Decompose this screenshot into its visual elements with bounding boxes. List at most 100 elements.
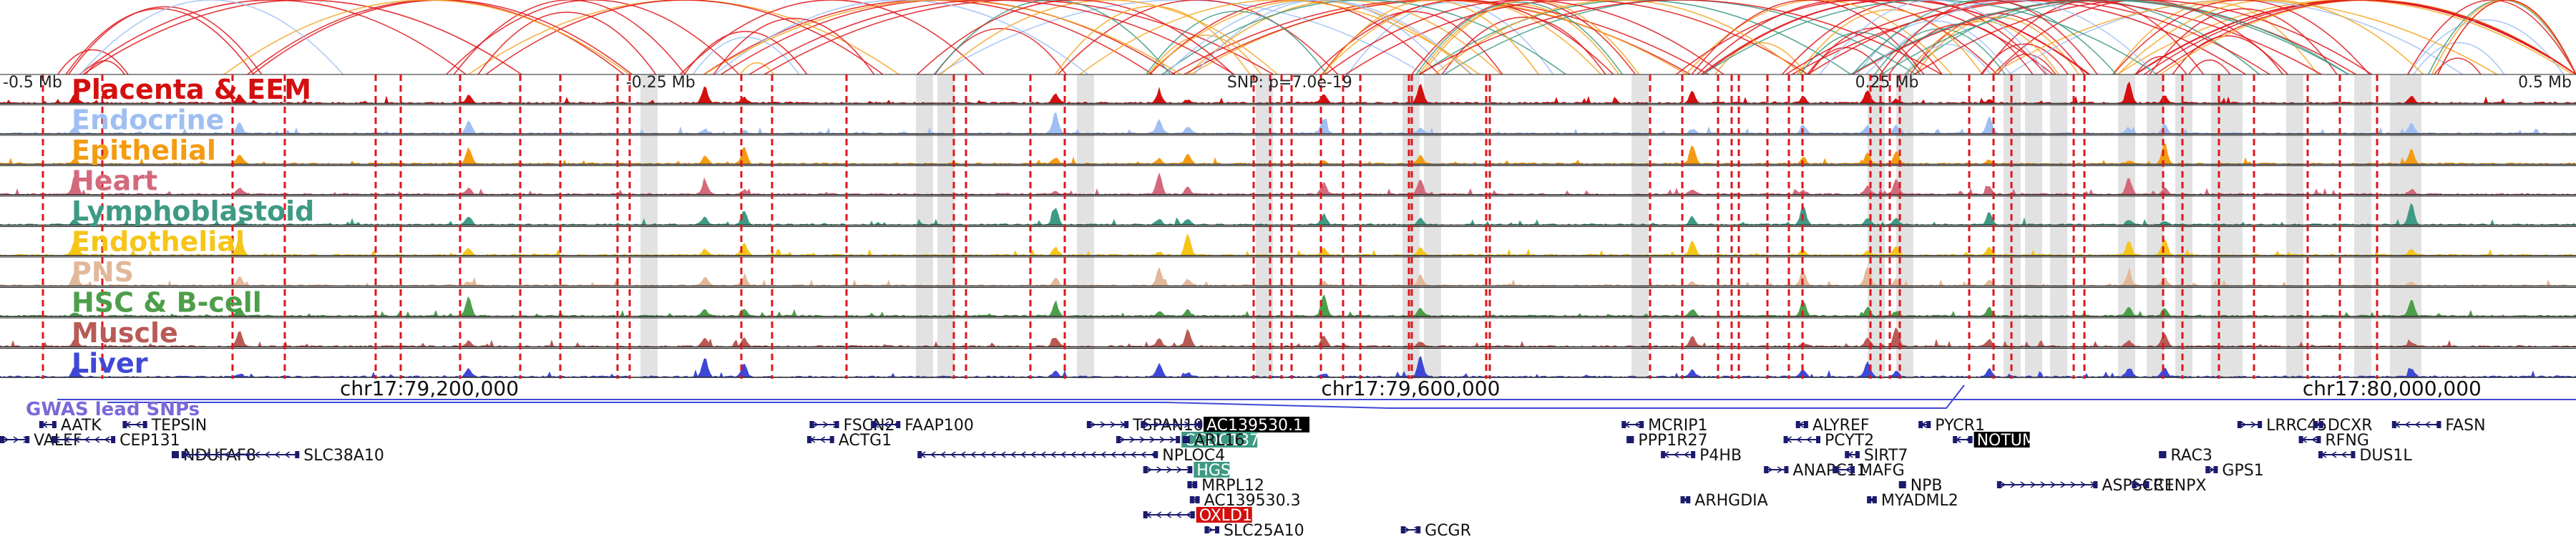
- genomic-axis: chr17:79,200,000 chr17:79,600,000 chr17:80…: [26, 377, 2576, 420]
- track-label: HSC & B-cell: [72, 287, 262, 319]
- strand-arrow: [1174, 421, 1180, 428]
- loop-arc: [1807, 47, 1885, 75]
- gene-fasn: FASN: [2391, 417, 2486, 435]
- gene-pycr1: PYCR1: [1918, 417, 1985, 435]
- loop-arc: [2117, 0, 2424, 75]
- strand-arrow: [2208, 466, 2215, 473]
- gene-label: FASN: [2445, 417, 2485, 435]
- exon-block: [2318, 451, 2323, 458]
- loop-arc: [2155, 0, 2576, 75]
- strand-arrow: [2424, 421, 2431, 428]
- strand-arrow: [2250, 421, 2257, 428]
- exon-block: [871, 421, 876, 428]
- strand-arrow: [2311, 436, 2317, 443]
- strand-arrow: [980, 451, 986, 458]
- offset-label: 0.25 Mb: [1855, 74, 1919, 92]
- gene-ppp1r27: PPP1R27: [1626, 432, 1708, 450]
- loop-arc: [1418, 0, 1943, 75]
- loop-arc: [1714, 42, 1807, 75]
- gene-label: TEPSIN: [151, 417, 208, 435]
- exon-block: [52, 421, 57, 428]
- strand-arrow: [1176, 466, 1183, 473]
- gene-label: ANAPC11: [1792, 462, 1866, 480]
- loop-arc: [1415, 1, 1624, 75]
- gene-label: NPB: [1911, 477, 1943, 495]
- exon-block: [1416, 526, 1421, 533]
- exon-block: [1918, 421, 1923, 428]
- strand-arrow: [234, 451, 240, 458]
- strand-arrow: [1156, 466, 1163, 473]
- track-muscle: [0, 317, 2576, 348]
- exon-block: [2298, 436, 2303, 443]
- loop-arc: [1148, 34, 1262, 75]
- strand-arrow: [284, 451, 291, 458]
- gene-sirt7: SIRT7: [1845, 447, 1908, 465]
- loop-arc: [1057, 0, 1339, 75]
- loop-arc: [1146, 10, 1327, 75]
- exon-block: [1204, 526, 1209, 533]
- loop-arc: [1807, 0, 2270, 75]
- loop-arc: [917, 0, 1234, 75]
- strand-arrow: [94, 436, 100, 443]
- strand-arrow: [960, 451, 966, 458]
- strand-arrow: [1040, 451, 1046, 458]
- track-label: Lymphoblastoid: [72, 195, 314, 227]
- exon-block: [1855, 451, 1860, 458]
- loop-arc: [1691, 0, 1925, 75]
- loop-arc: [1418, 4, 1620, 75]
- loop-arc: [79, 0, 467, 75]
- gene-highlight: [1204, 417, 1309, 432]
- gene-cenpx: CENPX: [2132, 477, 2206, 495]
- gene-slc25a10: SLC25A10: [1204, 522, 1304, 537]
- exon-block: [1845, 451, 1850, 458]
- loop-arc: [2149, 8, 2338, 75]
- strand-arrow: [1146, 466, 1153, 473]
- offset-label: -0.25 Mb: [626, 74, 696, 92]
- strand-arrow: [1010, 451, 1016, 458]
- gene-label: RAC3: [2170, 447, 2212, 465]
- strand-arrow: [1090, 421, 1096, 428]
- gene-mcrip1: MCRIP1: [1621, 417, 1708, 435]
- exon-block: [111, 436, 116, 443]
- exon-block: [1816, 436, 1820, 443]
- exon-block: [1901, 481, 1906, 488]
- gene-dcxr: DCXR: [2313, 417, 2373, 435]
- axis-tick-label: chr17:79,200,000: [340, 377, 519, 400]
- strand-arrow: [1143, 421, 1150, 428]
- exon-block: [295, 451, 300, 458]
- exon-block: [1141, 421, 1146, 428]
- gene-gcgr: GCGR: [1400, 522, 1471, 537]
- strand-arrow: [244, 451, 250, 458]
- loop-arc: [446, 0, 740, 75]
- strand-arrow: [1184, 421, 1190, 428]
- loop-arc: [1184, 0, 1709, 75]
- strand-arrow: [1120, 451, 1126, 458]
- strand-arrow: [1683, 451, 1689, 458]
- track-hsc-b-cell: [0, 287, 2576, 317]
- loop-arc: [82, 0, 522, 75]
- loop-arc: [2413, 42, 2505, 75]
- loop-arc: [477, 11, 657, 75]
- exon-block: [1867, 496, 1872, 503]
- exon-block: [809, 421, 814, 428]
- strand-arrow: [1020, 451, 1026, 458]
- track-label: Liver: [72, 348, 148, 379]
- exon-block: [1153, 451, 1158, 458]
- gene-label: RFNG: [2325, 432, 2368, 450]
- variant-marker-lines: [42, 74, 2379, 379]
- loop-arc: [1697, 0, 1998, 75]
- exon-block: [2159, 451, 2164, 458]
- gene-slc38a10: SLC38A10: [181, 447, 384, 465]
- loop-arc: [1914, 16, 2079, 75]
- exon-block: [1783, 436, 1788, 443]
- gene-anapc11: ANAPC11: [1764, 462, 1867, 480]
- exon-block: [1189, 496, 1194, 503]
- gene-label: P4HB: [1699, 447, 1742, 465]
- exon-block: [172, 451, 176, 458]
- strand-arrow: [74, 436, 80, 443]
- exon-block: [1185, 436, 1190, 443]
- exon-block: [896, 421, 901, 428]
- strand-arrow: [2010, 481, 2016, 488]
- loop-arc: [1441, 16, 1606, 75]
- exon-block: [2351, 451, 2356, 458]
